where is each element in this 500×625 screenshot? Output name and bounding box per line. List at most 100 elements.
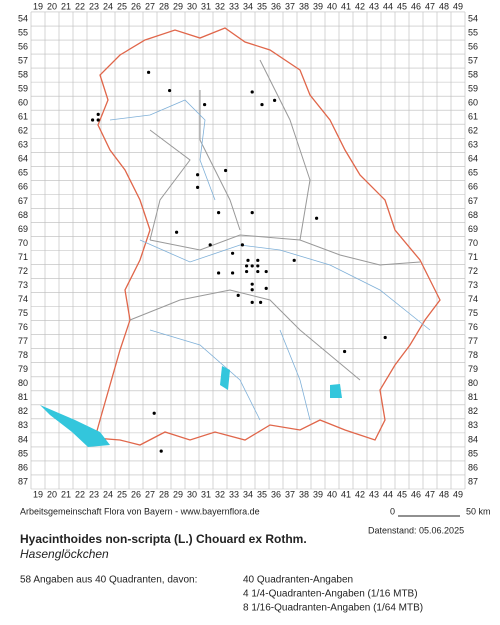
- column-label: 46: [411, 489, 421, 499]
- record-point: [96, 112, 100, 117]
- scale-end: 50 km: [466, 506, 491, 516]
- record-point: [256, 258, 260, 262]
- row-label: 82: [18, 406, 28, 416]
- record-point: [343, 349, 347, 354]
- row-label: 85: [18, 448, 28, 458]
- column-label: 31: [201, 1, 211, 11]
- record-point: [96, 118, 100, 122]
- state-border: [94, 27, 441, 446]
- row-label: 79: [18, 364, 28, 374]
- row-label: 68: [18, 210, 28, 220]
- record-point: [196, 185, 200, 189]
- column-label: 43: [369, 1, 379, 11]
- lake: [40, 405, 110, 447]
- column-label: 26: [131, 489, 141, 499]
- record-point: [245, 269, 249, 274]
- record-point: [250, 264, 254, 268]
- record-point: [250, 211, 254, 215]
- record-point: [259, 300, 263, 305]
- row-label: 83: [18, 420, 28, 430]
- row-label: 70: [18, 238, 28, 248]
- record-point: [315, 216, 319, 220]
- row-label: 86: [468, 462, 478, 472]
- column-label: 47: [425, 1, 435, 11]
- row-label: 55: [468, 27, 478, 37]
- row-label: 54: [468, 13, 478, 23]
- detail: 8 1/16-Quadranten-Angaben (1/64 MTB): [243, 603, 423, 614]
- column-label: 39: [313, 1, 323, 11]
- row-label: 56: [18, 41, 28, 51]
- record-point: [250, 282, 254, 286]
- lake: [330, 384, 342, 398]
- title: Hyacinthoides non-scripta (L.) Chouard e…: [20, 532, 307, 546]
- district-border: [129, 59, 421, 381]
- record-point: [250, 300, 254, 305]
- column-label: 25: [117, 1, 127, 11]
- column-label: 41: [341, 1, 351, 11]
- row-label: 71: [468, 252, 478, 262]
- row-label: 75: [18, 308, 28, 318]
- row-label: 80: [18, 378, 28, 388]
- row-label: 59: [468, 84, 478, 94]
- row-label: 61: [18, 112, 28, 122]
- column-label: 27: [145, 1, 155, 11]
- column-label: 47: [425, 489, 435, 499]
- column-label: 28: [159, 489, 169, 499]
- column-label: 33: [229, 489, 239, 499]
- row-label: 77: [18, 336, 28, 346]
- column-label: 35: [257, 1, 267, 11]
- column-label: 36: [271, 1, 281, 11]
- record-point: [256, 269, 260, 274]
- column-label: 23: [89, 489, 99, 499]
- row-label: 57: [468, 55, 478, 65]
- column-label: 41: [341, 489, 351, 499]
- lake: [220, 366, 230, 390]
- record-point: [250, 90, 254, 94]
- row-label: 68: [468, 210, 478, 220]
- detail: 4 1/4-Quadranten-Angaben (1/16 MTB): [243, 589, 418, 600]
- record-point: [224, 168, 228, 173]
- record-point: [208, 243, 212, 247]
- record-point: [260, 102, 264, 107]
- row-label: 87: [18, 476, 28, 486]
- row-label: 87: [468, 476, 478, 486]
- rivers: [109, 99, 431, 421]
- row-label: 60: [468, 98, 478, 108]
- column-label: 31: [201, 489, 211, 499]
- column-label: 38: [299, 1, 309, 11]
- record-point: [231, 271, 235, 275]
- row-label: 58: [468, 69, 478, 79]
- column-label: 20: [47, 1, 57, 11]
- record-point: [256, 264, 260, 268]
- record-point: [159, 449, 163, 453]
- column-label: 36: [271, 489, 281, 499]
- row-label: 63: [18, 140, 28, 150]
- row-label: 65: [18, 168, 28, 178]
- row-label: 76: [18, 322, 28, 332]
- column-label: 49: [453, 489, 463, 499]
- row-label: 78: [468, 350, 478, 360]
- column-label: 37: [285, 489, 295, 499]
- row-label: 81: [18, 392, 28, 402]
- column-label: 48: [439, 1, 449, 11]
- column-label: 46: [411, 1, 421, 11]
- column-label: 19: [33, 1, 43, 11]
- row-label: 63: [468, 140, 478, 150]
- row-label: 79: [468, 364, 478, 374]
- record-point: [175, 230, 179, 234]
- column-label: 33: [229, 1, 239, 11]
- row-label: 70: [468, 238, 478, 248]
- column-label: 38: [299, 489, 309, 499]
- row-label: 86: [18, 462, 28, 472]
- row-label: 54: [18, 13, 28, 23]
- record-point: [273, 98, 277, 102]
- column-label: 39: [313, 489, 323, 499]
- row-label: 81: [468, 392, 478, 402]
- column-label: 25: [117, 489, 127, 499]
- record-point: [217, 211, 221, 215]
- column-label: 23: [89, 1, 99, 11]
- column-label: 22: [75, 1, 85, 11]
- column-label: 28: [159, 1, 169, 11]
- row-label: 62: [468, 126, 478, 136]
- points: [91, 70, 387, 453]
